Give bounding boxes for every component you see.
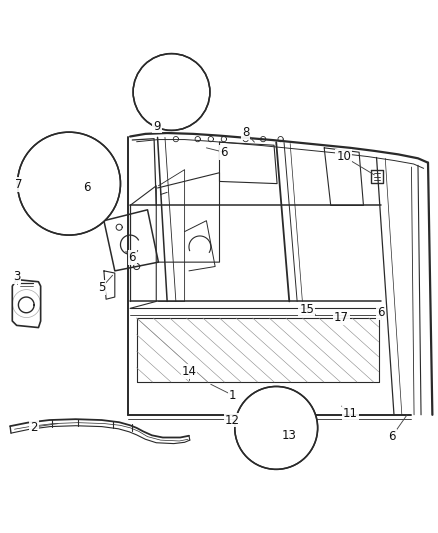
Text: 14: 14 <box>181 365 196 378</box>
Circle shape <box>18 132 120 235</box>
Circle shape <box>234 386 317 470</box>
Text: 9: 9 <box>153 119 160 133</box>
Text: 11: 11 <box>342 407 357 421</box>
Text: 7: 7 <box>15 178 22 191</box>
Text: 5: 5 <box>98 281 105 294</box>
Text: 13: 13 <box>281 429 296 442</box>
Text: 17: 17 <box>333 311 348 325</box>
Text: 3: 3 <box>13 270 20 282</box>
Circle shape <box>133 54 209 131</box>
Text: 6: 6 <box>219 146 227 159</box>
Text: 6: 6 <box>128 251 136 264</box>
Text: 15: 15 <box>299 303 314 316</box>
Text: 2: 2 <box>30 421 38 433</box>
Text: 1: 1 <box>228 389 236 402</box>
Text: 6: 6 <box>376 306 384 319</box>
Text: 10: 10 <box>336 150 350 163</box>
Text: 6: 6 <box>83 181 91 193</box>
Text: 8: 8 <box>241 126 249 139</box>
Text: 6: 6 <box>387 430 395 443</box>
Text: 12: 12 <box>225 414 240 426</box>
